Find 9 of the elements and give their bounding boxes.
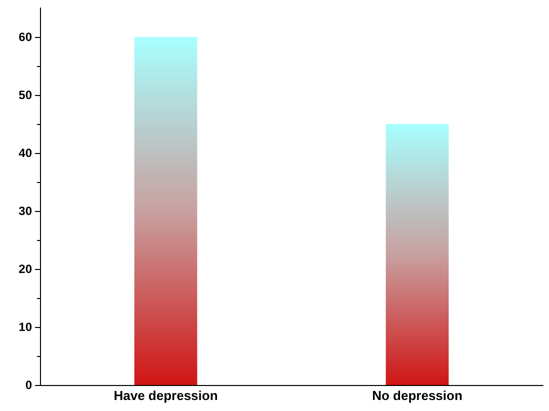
y-tick-label: 20 — [18, 262, 32, 276]
y-tick-label: 30 — [18, 204, 32, 218]
y-tick-label: 50 — [18, 88, 32, 102]
y-tick-label: 60 — [18, 30, 32, 44]
y-tick-label: 40 — [18, 146, 32, 160]
y-tick-label: 0 — [25, 378, 32, 392]
x-tick-label: Have depression — [114, 388, 218, 403]
y-tick-label: 10 — [18, 320, 32, 334]
x-tick-label: No depression — [372, 388, 462, 403]
